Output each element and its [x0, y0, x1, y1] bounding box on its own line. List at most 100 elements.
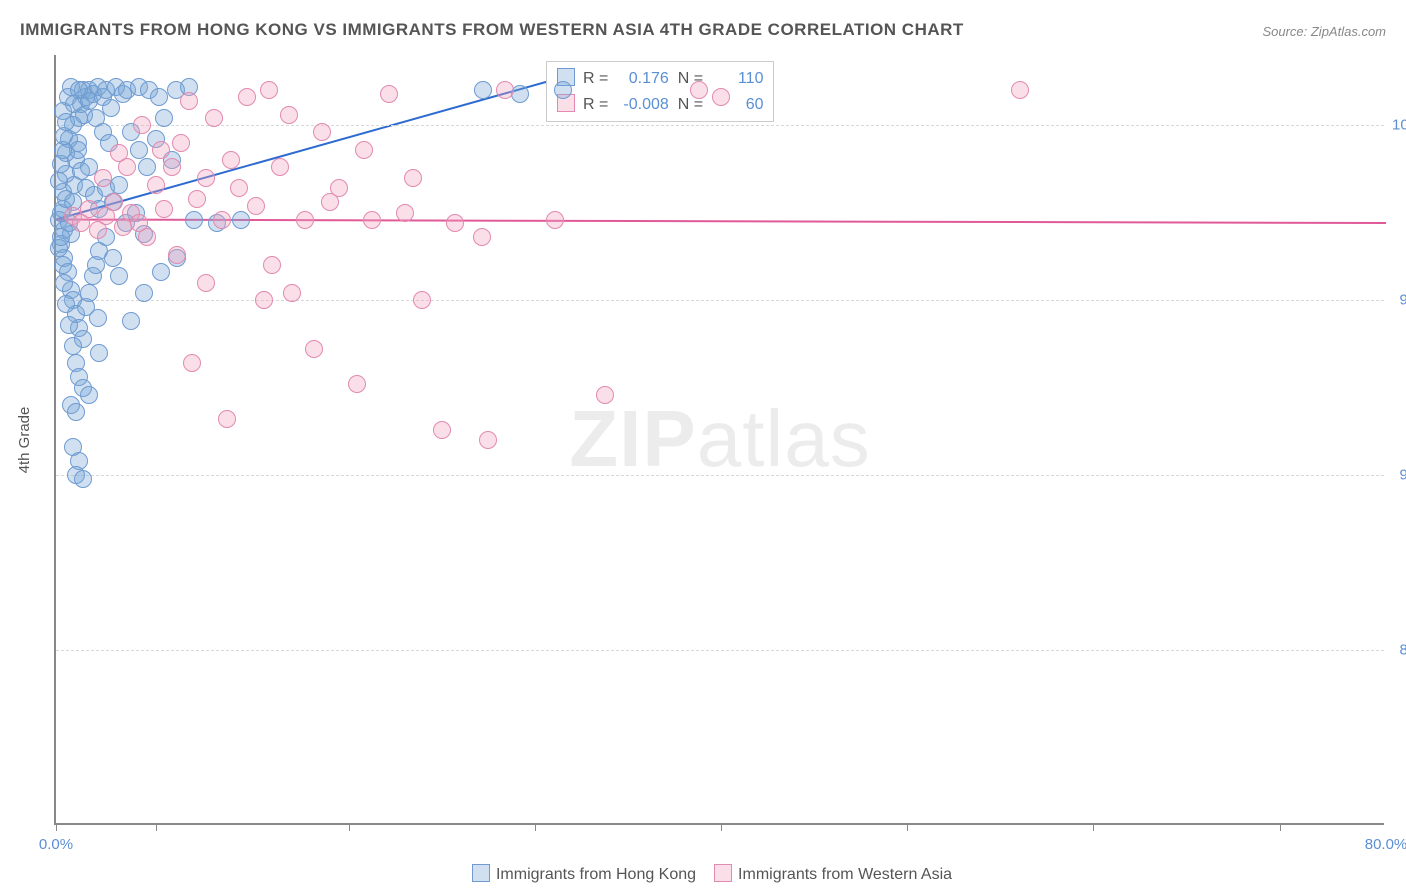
- data-point: [271, 158, 289, 176]
- x-tick: [721, 823, 722, 831]
- x-tick: [156, 823, 157, 831]
- data-point: [138, 228, 156, 246]
- gridline: [56, 650, 1384, 651]
- data-point: [188, 190, 206, 208]
- data-point: [185, 211, 203, 229]
- y-tick-label: 85.0%: [1392, 642, 1406, 659]
- y-tick-label: 90.0%: [1392, 467, 1406, 484]
- data-point: [479, 431, 497, 449]
- chart-title: IMMIGRANTS FROM HONG KONG VS IMMIGRANTS …: [20, 20, 964, 40]
- data-point: [712, 88, 730, 106]
- data-point: [348, 375, 366, 393]
- watermark: ZIPatlas: [569, 393, 870, 485]
- data-point: [60, 316, 78, 334]
- data-point: [80, 92, 98, 110]
- data-point: [222, 151, 240, 169]
- data-point: [554, 81, 572, 99]
- data-point: [118, 158, 136, 176]
- data-point: [180, 92, 198, 110]
- x-tick: [349, 823, 350, 831]
- x-tick: [56, 823, 57, 831]
- data-point: [496, 81, 514, 99]
- trend-lines: [56, 55, 1386, 825]
- x-tick-label: 0.0%: [39, 836, 73, 853]
- x-tick: [535, 823, 536, 831]
- data-point: [150, 88, 168, 106]
- data-point: [247, 197, 265, 215]
- x-tick: [907, 823, 908, 831]
- data-point: [313, 123, 331, 141]
- data-point: [321, 193, 339, 211]
- data-point: [1011, 81, 1029, 99]
- data-point: [690, 81, 708, 99]
- data-point: [90, 344, 108, 362]
- gridline: [56, 125, 1384, 126]
- legend-item: Immigrants from Hong Kong: [454, 866, 696, 883]
- legend-row: R = 0.176 N = 110: [557, 66, 763, 92]
- data-point: [355, 141, 373, 159]
- data-point: [474, 81, 492, 99]
- data-point: [110, 176, 128, 194]
- data-point: [105, 193, 123, 211]
- legend-row: R = -0.008 N = 60: [557, 92, 763, 118]
- data-point: [152, 141, 170, 159]
- y-tick-label: 95.0%: [1392, 292, 1406, 309]
- data-point: [104, 249, 122, 267]
- data-point: [305, 340, 323, 358]
- data-point: [122, 312, 140, 330]
- data-point: [232, 211, 250, 229]
- data-point: [396, 204, 414, 222]
- data-point: [433, 421, 451, 439]
- data-point: [413, 291, 431, 309]
- x-tick: [1280, 823, 1281, 831]
- data-point: [57, 190, 75, 208]
- data-point: [138, 158, 156, 176]
- data-point: [596, 386, 614, 404]
- y-tick-label: 100.0%: [1392, 117, 1406, 134]
- data-point: [168, 246, 186, 264]
- data-point: [280, 106, 298, 124]
- data-point: [110, 267, 128, 285]
- y-axis-label: 4th Grade: [16, 407, 33, 474]
- data-point: [163, 158, 181, 176]
- data-point: [54, 256, 72, 274]
- data-point: [230, 179, 248, 197]
- data-point: [64, 337, 82, 355]
- data-point: [135, 284, 153, 302]
- data-point: [263, 256, 281, 274]
- data-point: [80, 284, 98, 302]
- data-point: [50, 172, 68, 190]
- data-point: [172, 134, 190, 152]
- data-point: [94, 169, 112, 187]
- data-point: [205, 109, 223, 127]
- legend-item: Immigrants from Western Asia: [696, 866, 952, 883]
- data-point: [197, 274, 215, 292]
- data-point: [89, 309, 107, 327]
- data-point: [183, 354, 201, 372]
- data-point: [197, 169, 215, 187]
- data-point: [74, 470, 92, 488]
- data-point: [546, 211, 564, 229]
- data-point: [283, 284, 301, 302]
- data-point: [52, 228, 70, 246]
- chart-plot-area: ZIPatlas R = 0.176 N = 110R = -0.008 N =…: [54, 55, 1384, 825]
- data-point: [260, 81, 278, 99]
- data-point: [57, 113, 75, 131]
- data-point: [473, 228, 491, 246]
- data-point: [152, 263, 170, 281]
- source-label: Source: ZipAtlas.com: [1262, 24, 1386, 39]
- data-point: [213, 211, 231, 229]
- data-point: [296, 211, 314, 229]
- data-point: [57, 295, 75, 313]
- data-point: [80, 200, 98, 218]
- series-legend: Immigrants from Hong KongImmigrants from…: [0, 864, 1406, 884]
- data-point: [155, 109, 173, 127]
- data-point: [446, 214, 464, 232]
- data-point: [404, 169, 422, 187]
- data-point: [255, 291, 273, 309]
- correlation-legend: R = 0.176 N = 110R = -0.008 N = 60: [546, 61, 774, 122]
- data-point: [55, 274, 73, 292]
- x-tick-label: 80.0%: [1365, 836, 1406, 853]
- data-point: [238, 88, 256, 106]
- x-tick: [1093, 823, 1094, 831]
